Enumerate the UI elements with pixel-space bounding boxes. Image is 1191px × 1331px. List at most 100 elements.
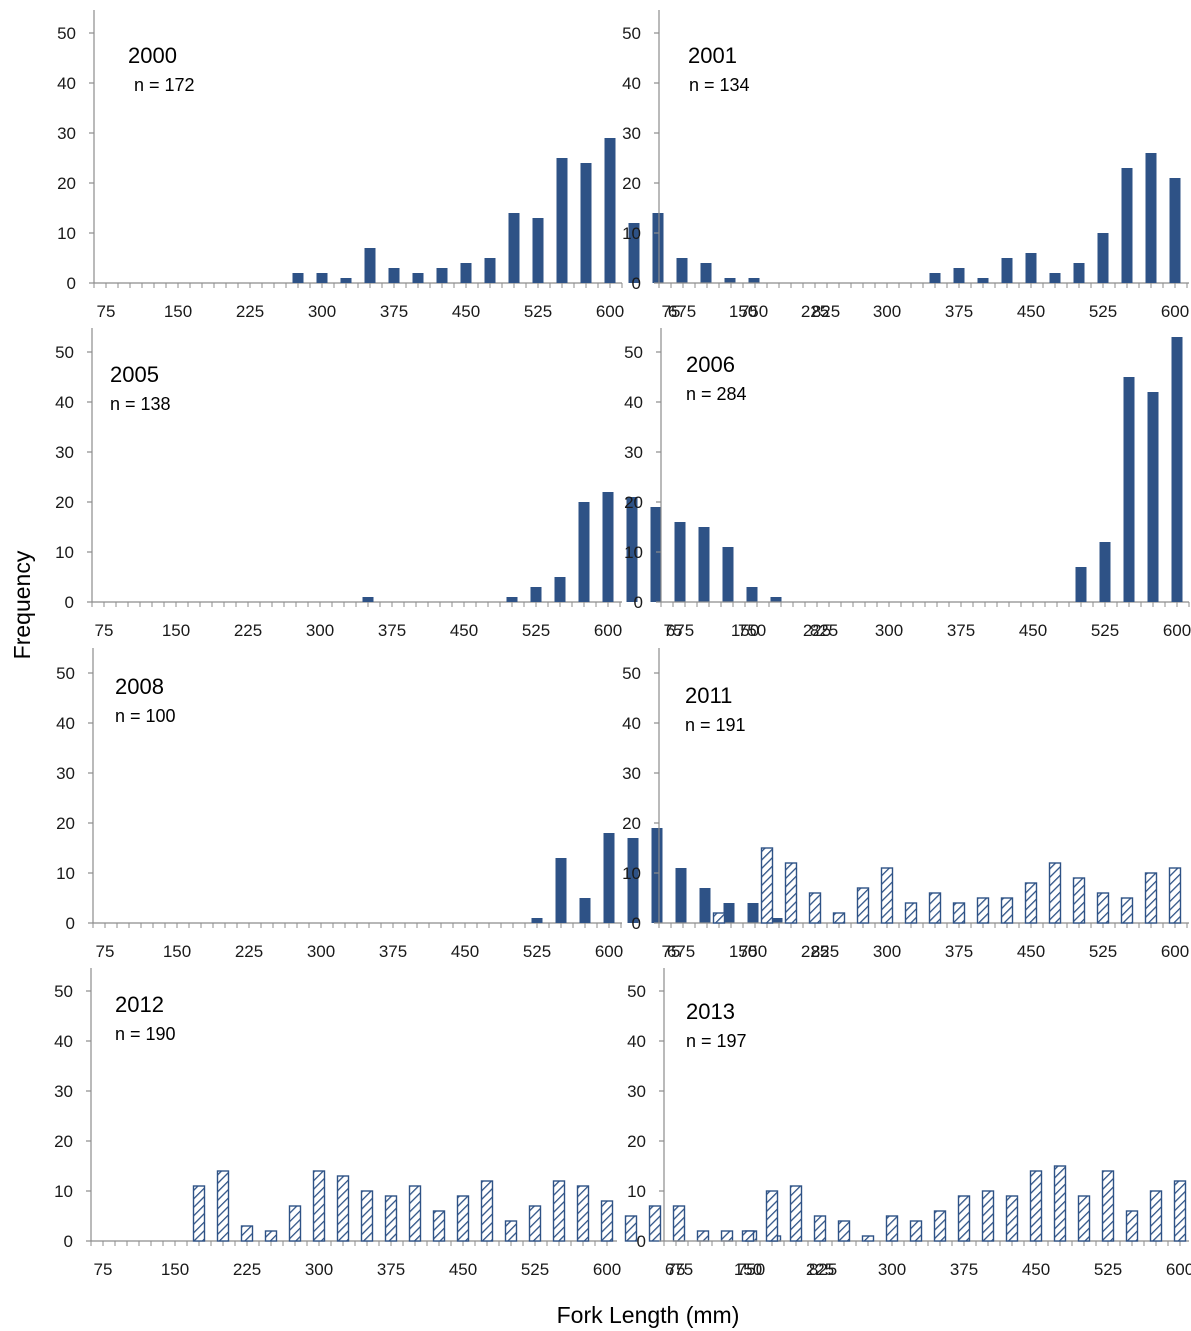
histogram-bar xyxy=(1147,392,1159,602)
x-tick-label: 150 xyxy=(734,1260,762,1279)
x-tick-label: 525 xyxy=(1089,942,1117,961)
x-tick-label: 300 xyxy=(873,942,901,961)
histogram-bar xyxy=(1073,263,1085,283)
x-tick-label: 450 xyxy=(452,302,480,321)
y-tick-label: 40 xyxy=(54,1032,73,1051)
histogram-bar xyxy=(885,1215,899,1242)
histogram-bar xyxy=(674,522,686,602)
histogram-bar xyxy=(1173,1180,1187,1242)
histogram-bar xyxy=(579,898,591,923)
y-tick-label: 50 xyxy=(624,343,643,362)
y-tick-label: 0 xyxy=(634,593,643,612)
histogram-bar xyxy=(789,1185,803,1242)
x-tick-label: 600 xyxy=(594,621,622,640)
histogram-bar xyxy=(723,903,735,923)
histogram-bar xyxy=(952,902,966,924)
y-tick-label: 20 xyxy=(622,814,641,833)
histogram-bar xyxy=(530,587,542,602)
histogram-bar xyxy=(532,218,544,283)
y-tick-label: 40 xyxy=(627,1032,646,1051)
x-tick-label: 300 xyxy=(308,302,336,321)
x-tick-label: 300 xyxy=(875,621,903,640)
x-tick-label: 225 xyxy=(233,1260,261,1279)
x-tick-label: 675 xyxy=(667,942,695,961)
x-tick-label: 225 xyxy=(235,942,263,961)
histogram-bar xyxy=(1096,892,1110,924)
x-tick-label: 450 xyxy=(1017,942,1045,961)
y-tick-label: 10 xyxy=(57,224,76,243)
x-tick-label: 300 xyxy=(306,621,334,640)
y-tick-label: 10 xyxy=(622,224,641,243)
histogram-bar xyxy=(360,1190,374,1242)
histogram-bar xyxy=(651,828,663,923)
histogram-bar xyxy=(1025,253,1037,283)
y-tick-label: 20 xyxy=(54,1132,73,1151)
x-tick-label: 675 xyxy=(665,1260,693,1279)
x-tick-label: 600 xyxy=(596,302,624,321)
x-tick-label: 375 xyxy=(950,1260,978,1279)
histogram-bar xyxy=(1049,273,1061,283)
histogram-bar xyxy=(554,577,566,602)
histogram-bar xyxy=(480,1180,494,1242)
histogram-bar xyxy=(1075,567,1087,602)
histogram-bar xyxy=(904,902,918,924)
x-tick-label: 375 xyxy=(377,1260,405,1279)
histogram-bar xyxy=(696,1230,710,1242)
histogram-bar xyxy=(362,597,374,602)
y-tick-label: 30 xyxy=(624,443,643,462)
histogram-bar xyxy=(504,1220,518,1242)
y-tick-label: 10 xyxy=(55,543,74,562)
histogram-bar xyxy=(650,507,662,602)
x-tick-label: 300 xyxy=(873,302,901,321)
x-tick-label: 600 xyxy=(1161,302,1189,321)
x-tick-label: 225 xyxy=(803,621,831,640)
histogram-bar xyxy=(1005,1195,1019,1242)
histogram-bar xyxy=(1072,877,1086,924)
histogram-bar xyxy=(604,138,616,283)
y-tick-label: 40 xyxy=(55,393,74,412)
histogram-bar xyxy=(312,1170,326,1242)
panel-sample-size-label: n = 197 xyxy=(686,1031,747,1051)
panel-sample-size-label: n = 191 xyxy=(685,715,746,735)
histogram-bar xyxy=(531,918,543,923)
histogram-bar xyxy=(953,268,965,283)
y-tick-label: 30 xyxy=(622,124,641,143)
y-tick-label: 40 xyxy=(56,714,75,733)
histogram-bar xyxy=(1123,377,1135,602)
panel-sample-size-label: n = 100 xyxy=(115,706,176,726)
x-tick-label: 525 xyxy=(521,1260,549,1279)
histogram-bar xyxy=(576,1185,590,1242)
histogram-bar xyxy=(412,273,424,283)
histogram-bar xyxy=(432,1210,446,1242)
histogram-bar xyxy=(552,1180,566,1242)
histogram-bar xyxy=(1171,337,1183,602)
histogram-bar xyxy=(192,1185,206,1242)
x-tick-label: 225 xyxy=(236,302,264,321)
histogram-bar xyxy=(1125,1210,1139,1242)
histogram-bar xyxy=(676,258,688,283)
histogram-bar xyxy=(1121,168,1133,283)
x-tick-label: 825 xyxy=(811,942,839,961)
x-tick-label: 150 xyxy=(164,302,192,321)
histogram-bar xyxy=(760,847,774,924)
histogram-bar xyxy=(977,278,989,283)
histogram-bar xyxy=(340,278,352,283)
histogram-bar xyxy=(288,1205,302,1242)
histogram-bar xyxy=(928,892,942,924)
panel-sample-size-label: n = 172 xyxy=(134,75,195,95)
x-tick-label: 450 xyxy=(450,621,478,640)
histogram-bar xyxy=(771,918,783,923)
histogram-bar xyxy=(861,1235,875,1242)
histogram-bar xyxy=(436,268,448,283)
panel-year-label: 2012 xyxy=(115,992,164,1017)
histogram-bar xyxy=(747,903,759,923)
x-tick-label: 450 xyxy=(1022,1260,1050,1279)
x-tick-label: 525 xyxy=(1094,1260,1122,1279)
x-tick-label: 300 xyxy=(305,1260,333,1279)
x-tick-label: 75 xyxy=(97,302,116,321)
x-tick-label: 75 xyxy=(96,942,115,961)
